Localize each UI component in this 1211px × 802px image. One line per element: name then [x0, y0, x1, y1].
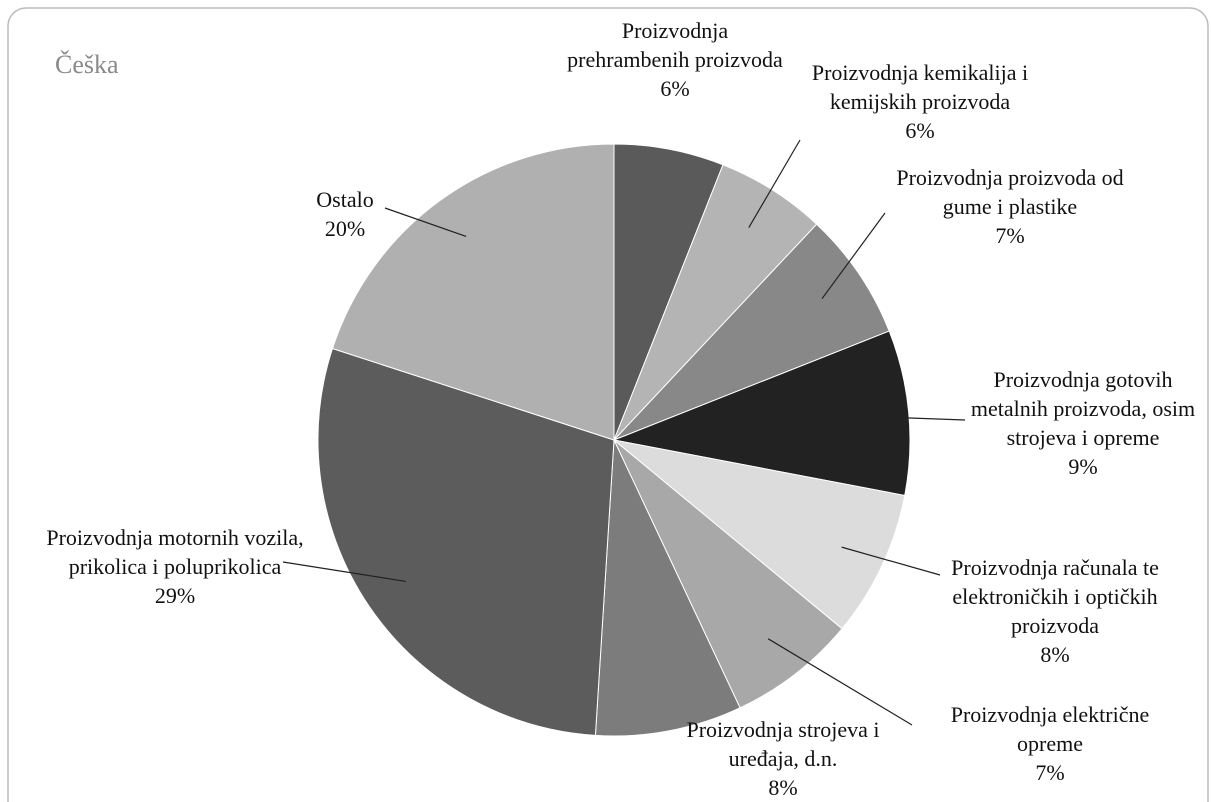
chart-title: Češka [55, 50, 119, 79]
slice-label: Proizvodnja strojeva i uređaja, d.n. 8% [668, 715, 898, 802]
slice-name: Proizvodnja strojeva i uređaja, d.n. [686, 717, 880, 771]
pie-slice [613, 439, 906, 630]
leader-line [748, 139, 801, 228]
slice-value: 6% [660, 76, 690, 101]
slice-name: Ostalo [316, 187, 374, 212]
slice-value: 29% [154, 583, 196, 608]
slice-value: 20% [324, 216, 366, 241]
pie-slice [612, 330, 911, 497]
leader-line [384, 207, 467, 238]
slice-name: Proizvodnja električne opreme [950, 702, 1150, 756]
slice-name: Proizvodnja proizvoda od gume i plastike [896, 165, 1124, 219]
leader-line [841, 546, 941, 576]
pie-slice [613, 439, 843, 709]
slice-value: 8% [768, 775, 798, 800]
slice-label: Ostalo 20% [270, 185, 420, 243]
slice-label: Proizvodnja računala te elektroničkih i … [930, 553, 1180, 669]
pie-slice [331, 143, 615, 441]
frame [7, 7, 1209, 802]
slice-label: Proizvodnja prehrambenih proizvoda 6% [565, 16, 785, 103]
slice-value: 8% [1040, 642, 1070, 667]
slice-label: Proizvodnja proizvoda od gume i plastike… [890, 163, 1130, 250]
pie-slice [613, 223, 890, 441]
slice-value: 7% [1035, 760, 1065, 785]
slice-name: Proizvodnja gotovih metalnih proizvoda, … [970, 367, 1196, 450]
leader-line [282, 561, 407, 583]
leader-line [864, 415, 966, 421]
slice-name: Proizvodnja računala te elektroničkih i … [951, 555, 1159, 638]
slice-label: Proizvodnja motornih vozila, prikolica i… [40, 523, 310, 610]
slice-label: Proizvodnja gotovih metalnih proizvoda, … [963, 365, 1203, 481]
leader-line [821, 212, 886, 299]
leader-line [767, 638, 913, 726]
slice-value: 9% [1068, 454, 1098, 479]
slice-name: Proizvodnja prehrambenih proizvoda [567, 18, 783, 72]
slice-label: Proizvodnja električne opreme 7% [935, 700, 1165, 787]
pie-slice [594, 439, 741, 737]
slice-value: 7% [995, 223, 1025, 248]
slice-name: Proizvodnja kemikalija i kemijskih proiz… [811, 60, 1029, 114]
pie-slice [317, 347, 615, 736]
slice-name: Proizvodnja motornih vozila, prikolica i… [46, 525, 304, 579]
slice-label: Proizvodnja kemikalija i kemijskih proiz… [795, 58, 1045, 145]
slice-value: 6% [905, 118, 935, 143]
